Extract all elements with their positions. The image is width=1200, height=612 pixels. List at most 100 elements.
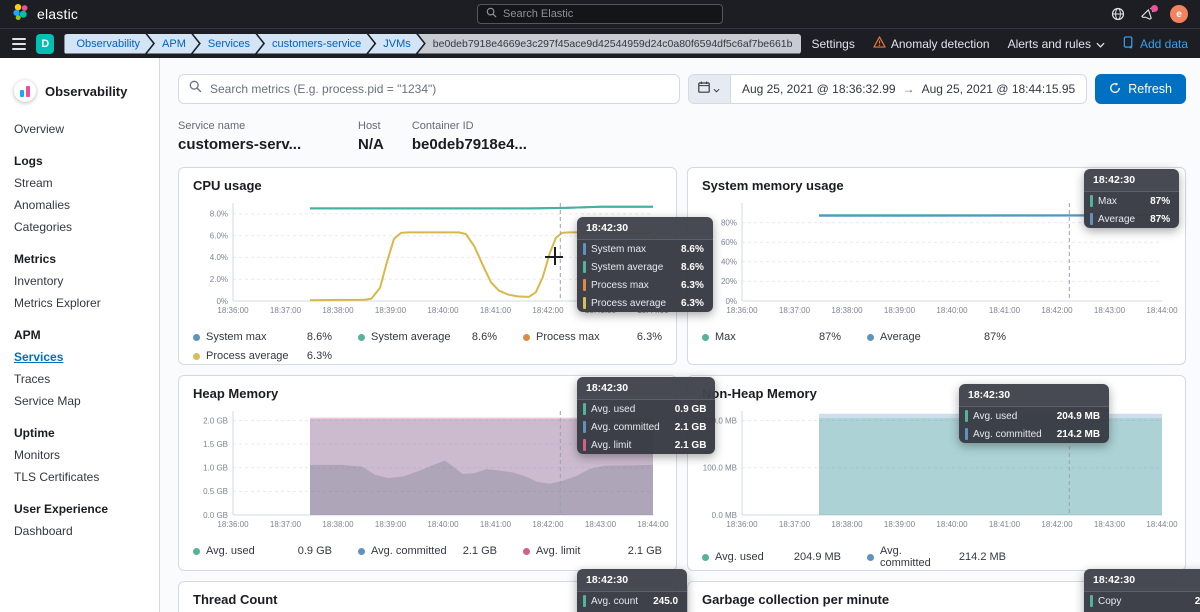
svg-text:6.0%: 6.0% [210,232,228,241]
svg-text:0.0 MB: 0.0 MB [712,511,737,520]
sidebar-item-service-map[interactable]: Service Map [14,394,81,408]
legend-item[interactable]: Avg. used 204.9 MB [702,545,841,569]
sidebar-item-stream[interactable]: Stream [14,176,53,190]
breadcrumb: Observability APM Services customers-ser… [64,33,802,54]
sidebar-item-dashboard[interactable]: Dashboard [14,524,73,538]
tooltip-row: Process max 6.3% [577,276,713,294]
legend-value: 8.6% [306,331,332,343]
space-badge[interactable]: D [35,33,55,54]
chart-tooltip: 18:42:30Copy240MarkSweepCompact0 [1084,569,1200,612]
sidebar-item-categories[interactable]: Categories [14,220,73,234]
legend-item[interactable]: Avg. committed 214.2 MB [867,545,1006,569]
legend-item[interactable]: System average 8.6% [358,331,497,343]
tooltip-row: Average 87% [1084,210,1179,228]
legend-dot [702,333,709,341]
legend-item[interactable]: Avg. limit 2.1 GB [523,545,662,557]
svg-text:18:40:00: 18:40:00 [936,306,968,315]
legend-value: 87% [818,331,841,343]
chart-legend: System max 8.6% System average 8.6% Process … [193,331,662,362]
legend-dot [358,333,365,341]
legend-label: Avg. used [206,545,255,557]
container-id-stat: Container ID be0deb7918e4... [411,120,527,153]
heap-memory-chart[interactable]: 0.0 GB 0.5 GB 1.0 GB 1.5 GB 2.0 GB 18:36:00 18… [193,405,669,531]
tooltip-row: Avg. count 245.0 [577,592,687,610]
user-avatar[interactable]: e [1170,5,1188,23]
svg-text:100.0 MB: 100.0 MB [703,464,737,473]
elastic-logo[interactable]: elastic [12,3,78,26]
metrics-search[interactable] [178,74,680,104]
sidebar-item-services[interactable]: Services [14,350,64,364]
svg-text:18:44:00: 18:44:00 [1146,520,1178,529]
breadcrumb-services[interactable]: Services [193,34,263,54]
svg-text:18:41:00: 18:41:00 [989,306,1021,315]
settings-link[interactable]: Settings [811,36,855,51]
sidebar-item-tls-certificates[interactable]: TLS Certificates [14,470,100,484]
add-data-icon [1123,35,1135,52]
anomaly-detection-link[interactable]: Anomaly detection [873,36,990,51]
menu-icon[interactable] [12,37,26,50]
legend-item[interactable]: Max 87% [702,331,841,343]
svg-text:18:38:00: 18:38:00 [831,520,863,529]
legend-item[interactable]: Process max 6.3% [523,331,662,343]
legend-dot [358,547,365,555]
date-range-end[interactable]: Aug 25, 2021 @ 18:44:15.95 [921,82,1076,96]
chevron-down-icon [1096,37,1105,51]
svg-text:200.0 MB: 200.0 MB [703,416,737,425]
legend-label: Avg. committed [371,545,447,557]
system-memory-chart[interactable]: 0% 20% 40% 60% 80% 18:36:00 18:37:00 18:38:00 18… [702,197,1178,317]
legend-item[interactable]: Avg. committed 2.1 GB [358,545,497,557]
chart-legend: Avg. used 0.9 GB Avg. committed 2.1 GB Avg. … [193,545,662,557]
svg-text:18:37:00: 18:37:00 [779,306,811,315]
newsfeed-icon[interactable] [1140,5,1158,21]
date-range-start[interactable]: Aug 25, 2021 @ 18:36:32.99 [741,82,896,96]
svg-text:4.0%: 4.0% [210,253,228,262]
legend-dot [867,553,874,561]
sidebar-item-overview[interactable]: Overview [14,122,65,136]
breadcrumb-jvms[interactable]: JVMs [368,34,424,54]
svg-text:1.0 GB: 1.0 GB [203,464,228,473]
tooltip-time: 18:42:30 [577,377,716,400]
svg-text:2.0%: 2.0% [210,275,228,284]
refresh-button[interactable]: Refresh [1095,74,1186,104]
observability-app-title[interactable]: Observability [0,76,159,118]
chart-title: Non-Heap Memory [702,386,817,401]
sidebar-section-metrics: Metrics [14,252,57,266]
help-icon[interactable] [1111,7,1125,21]
add-data-button[interactable]: Add data [1123,35,1188,52]
tooltip-row: Avg. committed 214.2 MB [959,425,1109,443]
tooltip-row: Copy240 [1084,592,1200,610]
legend-value: 87% [983,331,1006,343]
sidebar-item-metrics-explorer[interactable]: Metrics Explorer [14,296,101,310]
legend-item[interactable]: Average 87% [867,331,1006,343]
sidebar-item-monitors[interactable]: Monitors [14,448,61,462]
global-search[interactable] [477,4,723,24]
metrics-search-input[interactable] [210,82,669,96]
legend-item[interactable]: System max 8.6% [193,331,332,343]
breadcrumb-apm[interactable]: APM [147,34,199,54]
svg-text:18:39:00: 18:39:00 [884,520,916,529]
legend-item[interactable]: Avg. used 0.9 GB [193,545,332,557]
svg-text:18:36:00: 18:36:00 [726,520,758,529]
tooltip-row: Avg. committed 2.1 GB [577,418,715,436]
sidebar-item-anomalies[interactable]: Anomalies [14,198,71,212]
breadcrumb-observability[interactable]: Observability [64,34,153,54]
legend-dot [523,547,530,555]
svg-text:1.5 GB: 1.5 GB [203,440,228,449]
global-search-input[interactable] [503,8,714,20]
date-picker: Aug 25, 2021 @ 18:36:32.99 → Aug 25, 202… [687,74,1088,104]
legend-item[interactable]: Process average 6.3% [193,350,332,362]
svg-text:2.0 GB: 2.0 GB [203,416,228,425]
alerts-and-rules-menu[interactable]: Alerts and rules [1008,37,1105,51]
tooltip-row: Avg. limit 2.1 GB [577,436,715,454]
sidebar-item-traces[interactable]: Traces [14,372,51,386]
tooltip-row: Max 87% [1084,192,1179,210]
warning-icon [873,36,886,51]
date-picker-button[interactable] [688,75,731,103]
svg-text:18:41:00: 18:41:00 [480,306,512,315]
svg-text:18:43:00: 18:43:00 [585,520,617,529]
top-header: elastic e [0,0,1200,28]
sidebar-item-inventory[interactable]: Inventory [14,274,64,288]
legend-value: 214.2 MB [958,551,1006,563]
breadcrumb-customers-service[interactable]: customers-service [257,34,374,54]
